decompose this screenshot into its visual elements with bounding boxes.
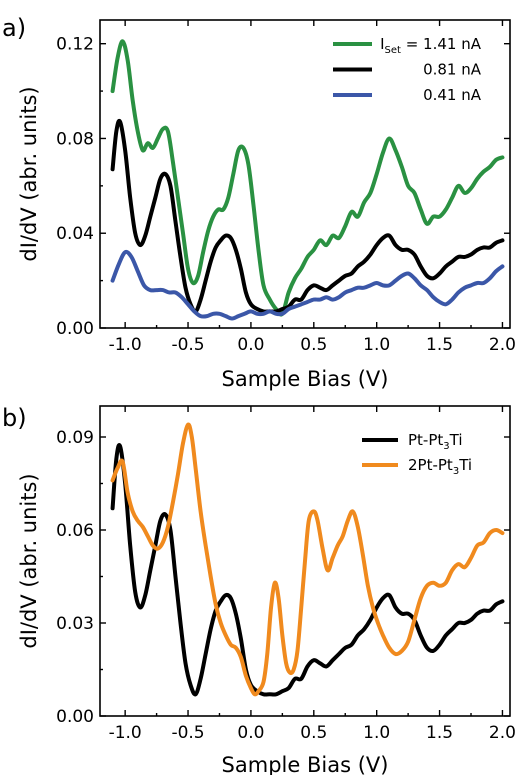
legend-label: 0.81 nA [423,61,482,79]
x-axis-title: Sample Bias (V) [222,367,389,391]
x-tick-label: -0.5 [171,723,204,743]
legend-label-prefix: 2Pt-Pt [408,456,453,474]
y-tick-label: 0.12 [56,35,94,55]
x-tick-label: -1.0 [109,723,142,743]
panel-label: a) [2,14,26,42]
legend-label-prefix: I [380,35,384,53]
x-tick-label: 2.0 [489,335,515,355]
y-tick-label: 0.00 [56,707,94,727]
x-tick-label: 0.5 [300,335,327,355]
series-line-0 [110,443,505,697]
series-line-0 [110,39,505,317]
x-tick-label: 1.5 [426,335,453,355]
y-tick-label: 0.06 [56,521,94,541]
x-tick-label: 2.0 [489,723,515,743]
legend-label-prefix: Pt-Pt [408,431,443,449]
y-tick-label: 0.09 [56,428,94,448]
legend: ISet = 1.41 nA 0.81 nA 0.41 nA [333,35,482,104]
y-tick-label: 0.04 [56,224,94,244]
legend-label: ISet = 1.41 nA [380,35,482,56]
plot-frame [99,405,511,717]
legend-label: 0.41 nA [423,86,482,104]
legend-label: Pt-Pt3Ti [408,431,463,452]
y-tick-label: 0.00 [56,319,94,339]
series-line-1 [110,118,505,314]
x-tick-label: 1.5 [426,723,453,743]
y-tick-label: 0.03 [56,614,94,634]
plot-frame [99,19,511,329]
y-axis-title: dI/dV (abr. units) [17,86,41,261]
legend-label: 2Pt-Pt3Ti [408,456,472,477]
legend-label-suffix: = 1.41 nA [401,35,482,53]
legend-label-suffix: Ti [449,431,463,449]
x-axis-title: Sample Bias (V) [222,753,389,775]
legend-label-subscript: Set [385,45,402,56]
panel-b-chart: b) -1.0 -0.5 0.0 0.5 1.0 1.5 2.0 0.00 0.03 0.06 0.0… [2,404,515,775]
x-tick-label: 0.0 [237,723,264,743]
x-tick-label: 1.0 [363,723,390,743]
legend-label-subscript: 3 [453,466,459,477]
series-line-1 [110,422,505,697]
y-tick-label: 0.08 [56,129,94,149]
x-tick-label: 0.0 [237,335,264,355]
x-tick-label: 0.5 [300,723,327,743]
x-tick-label: 1.0 [363,335,390,355]
x-tick-label: -1.0 [109,335,142,355]
series-line-2 [110,249,505,321]
panel-label: b) [2,404,27,432]
legend-label-suffix: Ti [458,456,472,474]
panel-a-chart: a) -1.0 -0.5 0.0 0.5 1.0 1.5 2.0 0.00 0.04 0.08 0.1… [2,14,515,391]
x-tick-label: -0.5 [171,335,204,355]
legend-label-subscript: 3 [443,441,449,452]
y-axis-title: dI/dV (abr. units) [17,473,41,648]
